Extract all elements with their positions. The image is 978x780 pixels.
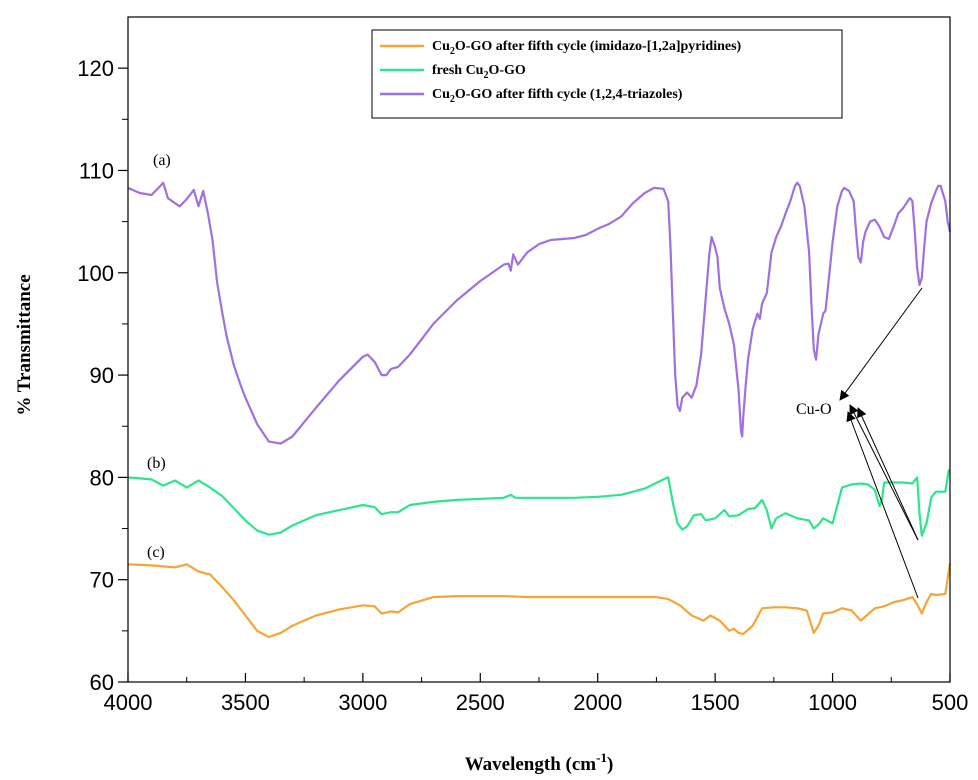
x-tick-label: 3500 <box>221 690 270 715</box>
cuo-arrow-b <box>849 404 919 541</box>
label-b: (b) <box>147 455 166 472</box>
legend-label: Cu2O-GO after fifth cycle (imidazo-[1,2a… <box>432 39 742 57</box>
x-axis: 4000 3500 3000 2500 2000 1500 1000 500 <box>104 673 969 715</box>
y-tick-label: 70 <box>90 568 114 593</box>
series-line-c <box>127 563 952 639</box>
series-line-b <box>127 469 950 537</box>
series-line-a <box>127 181 952 445</box>
x-tick-label: 4000 <box>104 690 153 715</box>
y-tick-label: 120 <box>77 56 114 81</box>
y-tick-label: 60 <box>90 670 114 695</box>
y-tick-label: 100 <box>77 261 114 286</box>
x-tick-label: 1000 <box>808 690 857 715</box>
label-c: (c) <box>147 544 165 561</box>
y-tick-label: 110 <box>79 158 114 183</box>
cuo-label: Cu-O <box>796 401 832 418</box>
y-axis: 60 70 80 90 100 110 120 <box>77 56 128 695</box>
x-tick-label: 500 <box>932 690 969 715</box>
cuo-arrow-a <box>839 287 923 401</box>
cuo-arrow-b-2 <box>857 407 919 541</box>
x-axis-title: Wavelength (cm-1) <box>465 750 614 775</box>
y-tick-label: 80 <box>90 465 114 490</box>
legend-label: Cu2O-GO after fifth cycle (1,2,4-triazol… <box>432 87 683 105</box>
cuo-arrow-c <box>846 411 919 599</box>
x-tick-label: 2000 <box>573 690 622 715</box>
x-tick-label: 3000 <box>338 690 387 715</box>
cuo-arrows <box>839 287 923 599</box>
legend-label: fresh Cu2O-GO <box>432 63 526 81</box>
legend-box <box>371 29 843 119</box>
label-a: (a) <box>153 152 171 169</box>
y-tick-label: 90 <box>90 363 114 388</box>
legend: Cu2O-GO after fifth cycle (imidazo-[1,2a… <box>371 29 843 119</box>
x-tick-label: 2500 <box>456 690 505 715</box>
y-axis-title: % Transmittance <box>14 274 35 415</box>
x-tick-label: 1500 <box>691 690 740 715</box>
